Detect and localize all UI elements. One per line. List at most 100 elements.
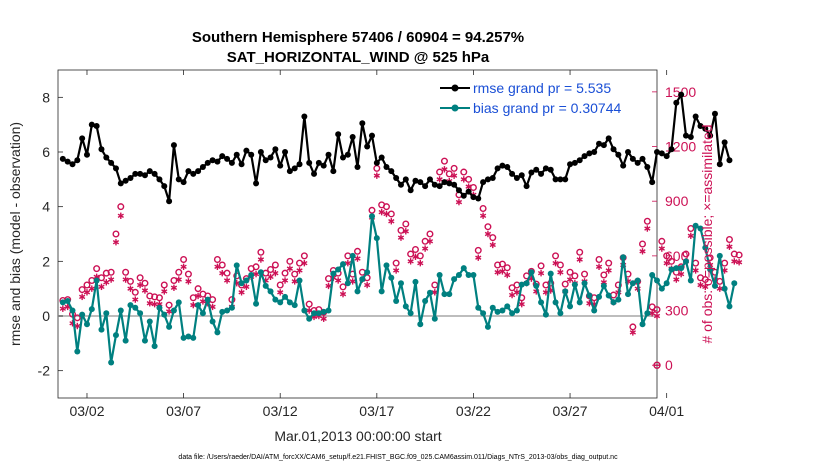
rmse-point	[494, 165, 501, 172]
bias-point	[199, 310, 206, 317]
bias-point	[248, 272, 255, 278]
rmse-point	[673, 99, 680, 106]
obs-assimilated-point	[103, 279, 110, 286]
rmse-point	[175, 176, 182, 183]
rmse-point	[687, 133, 694, 140]
bias-point	[170, 307, 177, 314]
obs-assimilated-stroke	[431, 290, 438, 295]
rmse-point	[69, 161, 76, 168]
bias-point	[513, 307, 520, 314]
obs-possible-point	[581, 270, 589, 278]
obs-assimilated-point	[175, 276, 182, 283]
obs-assimilated-point	[644, 225, 651, 232]
obs-assimilated-stroke	[141, 288, 149, 293]
bias-point	[402, 303, 409, 310]
obs-assimilated-point	[267, 273, 274, 281]
obs-assimilated-point	[687, 232, 694, 240]
bias-point	[132, 304, 139, 311]
rmse-point	[552, 176, 559, 183]
obs-assimilated-point	[508, 291, 516, 299]
obs-assimilated-stroke	[112, 239, 120, 245]
bias-point	[446, 291, 453, 298]
bias-point	[489, 304, 496, 311]
obs-possible-point	[257, 248, 265, 256]
y-left-tick-label: 6	[42, 144, 50, 160]
rmse-point	[112, 165, 119, 172]
bias-point	[431, 315, 438, 322]
obs-possible-point	[155, 294, 163, 302]
obs-assimilated-stroke	[595, 264, 603, 270]
bias-point	[368, 213, 375, 220]
bias-point	[426, 289, 433, 296]
obs-assimilated-point	[223, 277, 231, 284]
obs-possible-point	[436, 168, 444, 176]
rmse-point	[262, 157, 269, 164]
obs-assimilated-stroke	[407, 259, 414, 264]
obs-assimilated-stroke	[306, 308, 313, 313]
obs-assimilated-point	[735, 259, 743, 266]
obs-possible-point	[489, 234, 497, 242]
obs-assimilated-point	[185, 278, 192, 285]
obs-possible-point	[460, 168, 468, 176]
obs-assimilated-stroke	[557, 270, 564, 275]
obs-assimilated-stroke	[219, 270, 226, 276]
obs-assimilated-stroke	[393, 268, 400, 273]
bias-point	[716, 252, 723, 259]
bias-point	[209, 318, 216, 325]
rmse-point	[475, 195, 482, 202]
obs-assimilated-point	[141, 287, 149, 294]
obs-assimilated-point	[349, 278, 356, 285]
obs-assimilated-stroke	[499, 269, 506, 274]
rmse-point	[451, 181, 458, 188]
obs-assimilated-stroke	[479, 213, 487, 218]
obs-assimilated-point	[388, 218, 395, 225]
obs-assimilated-stroke	[339, 291, 347, 297]
obs-possible-point	[537, 262, 545, 270]
obs-assimilated-stroke	[325, 283, 332, 289]
rmse-point	[615, 151, 622, 158]
obs-possible-point	[687, 225, 695, 233]
rmse-point	[538, 170, 545, 177]
bias-point	[658, 285, 665, 292]
rmse-point	[668, 146, 675, 153]
bias-point	[509, 310, 516, 317]
bias-point	[702, 244, 709, 251]
bias-point	[682, 258, 689, 265]
obs-assimilated-point	[117, 212, 124, 219]
plot-frame	[57, 69, 658, 399]
bias-point	[335, 266, 342, 273]
bias-point	[596, 293, 603, 300]
bias-point	[282, 293, 289, 300]
obs-assimilated-stroke	[243, 284, 250, 290]
rmse-point	[726, 157, 733, 164]
obs-assimilated-point	[663, 259, 670, 267]
obs-possible-point	[663, 252, 671, 260]
obs-possible-point	[407, 250, 415, 258]
rmse-point	[402, 176, 409, 183]
obs-assimilated-point	[108, 276, 115, 283]
rmse-point	[465, 188, 472, 195]
bias-point	[484, 323, 491, 330]
rmse-point	[190, 170, 197, 177]
bias-point	[600, 282, 607, 289]
bias-point	[262, 282, 269, 289]
rmse-point	[707, 132, 714, 139]
obs-assimilated-point	[257, 256, 265, 263]
obs-assimilated-stroke	[267, 274, 274, 280]
bias-point	[523, 280, 530, 287]
obs-possible-point	[639, 240, 647, 248]
obs-assimilated-stroke	[223, 278, 231, 283]
rmse-point	[547, 166, 554, 173]
bias-point	[528, 269, 535, 276]
obs-assimilated-stroke	[455, 199, 463, 205]
obs-assimilated-point	[306, 307, 313, 314]
obs-assimilated-point	[161, 288, 168, 295]
obs-assimilated-point	[214, 263, 221, 270]
rmse-point	[296, 161, 303, 168]
rmse-point	[383, 164, 390, 171]
obs-assimilated-stroke	[504, 272, 511, 278]
obs-possible-point	[354, 247, 362, 255]
obs-possible-point	[571, 272, 579, 280]
obs-assimilated-point	[450, 172, 458, 179]
obs-assimilated-point	[489, 241, 496, 249]
